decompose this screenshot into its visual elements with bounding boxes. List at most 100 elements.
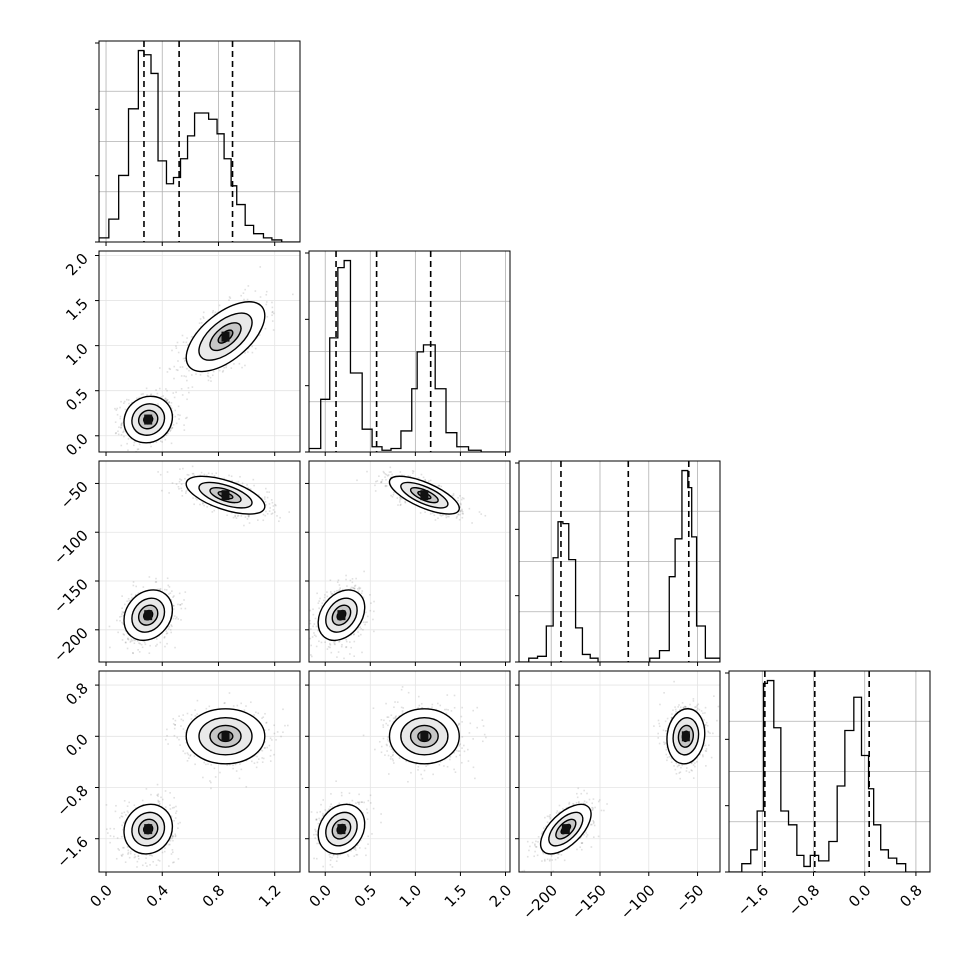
- sample-point: [135, 807, 137, 809]
- sample-point: [353, 585, 356, 587]
- sample-point: [120, 423, 123, 426]
- sample-point: [339, 587, 341, 589]
- sample-point: [463, 497, 465, 500]
- sample-point: [375, 480, 377, 483]
- sample-point: [338, 589, 341, 591]
- sample-point: [306, 636, 308, 638]
- sample-point: [119, 619, 121, 622]
- sample-point: [459, 506, 461, 508]
- sample-point: [264, 327, 267, 330]
- sample-point: [169, 429, 172, 431]
- sample-point: [124, 603, 126, 606]
- sample-point: [345, 578, 347, 581]
- sample-point: [312, 613, 315, 616]
- sample-point: [461, 497, 464, 499]
- sample-point: [272, 329, 275, 331]
- sample-point: [114, 810, 117, 813]
- sample-point: [422, 476, 425, 479]
- sample-point: [119, 616, 121, 618]
- sample-point: [187, 387, 190, 389]
- sample-point: [400, 498, 402, 500]
- sample-point: [160, 796, 162, 799]
- sample-point: [228, 299, 230, 301]
- y-tick-label: 1.0: [62, 340, 92, 370]
- sample-point: [226, 514, 228, 517]
- sample-point: [456, 515, 458, 518]
- scatter-panel-p0-p2: −200−150−100−50: [50, 460, 301, 666]
- sample-point: [137, 592, 140, 595]
- sample-point: [169, 808, 172, 810]
- sample-point: [182, 357, 185, 360]
- sample-point: [218, 369, 221, 372]
- scatter-panel-p1-p2: [305, 460, 511, 666]
- sample-point: [457, 513, 460, 516]
- sample-point: [257, 519, 259, 521]
- sample-point: [241, 366, 243, 369]
- panel-frame: [308, 250, 511, 453]
- sample-point: [349, 653, 351, 655]
- sample-point: [199, 318, 202, 320]
- sample-point: [138, 651, 141, 653]
- sample-point: [123, 428, 126, 431]
- sample-point: [133, 804, 136, 807]
- sample-point: [437, 484, 440, 487]
- histogram-step: [309, 259, 510, 452]
- sample-point: [173, 806, 175, 809]
- sample-point: [424, 478, 426, 481]
- sample-point: [167, 584, 170, 587]
- sample-point: [212, 370, 215, 373]
- sample-point: [355, 577, 357, 580]
- sample-point: [438, 484, 441, 487]
- sample-point: [203, 504, 205, 507]
- sample-point: [171, 427, 174, 429]
- sample-point: [235, 481, 238, 484]
- sample-point: [358, 588, 361, 590]
- sample-point: [158, 800, 161, 803]
- sample-point: [460, 498, 463, 501]
- sample-point: [175, 812, 177, 814]
- sample-point: [273, 312, 275, 315]
- sample-point: [351, 581, 354, 584]
- sample-point: [452, 493, 455, 495]
- sample-point: [177, 858, 180, 860]
- sample-point: [271, 301, 273, 304]
- sample-point: [459, 502, 462, 505]
- sample-point: [174, 833, 176, 836]
- sample-point: [146, 394, 148, 396]
- sample-point: [228, 474, 230, 477]
- sample-point: [311, 655, 313, 658]
- sample-point: [140, 643, 143, 646]
- sample-point: [266, 513, 269, 515]
- sample-point: [436, 485, 439, 488]
- histogram-panel-p1: [305, 250, 511, 456]
- sample-point: [331, 592, 334, 595]
- sample-point: [109, 841, 111, 844]
- sample-point: [177, 413, 179, 416]
- sample-point: [123, 400, 126, 403]
- sample-point: [345, 640, 348, 643]
- sample-point: [230, 367, 233, 369]
- sample-point: [168, 625, 171, 628]
- sample-point: [159, 473, 162, 476]
- sample-point: [399, 471, 402, 473]
- sample-point: [168, 401, 171, 403]
- sample-point: [181, 366, 184, 368]
- sample-point: [107, 832, 109, 834]
- sample-point: [173, 861, 175, 864]
- sample-point: [127, 638, 130, 641]
- sample-point: [187, 474, 190, 476]
- sample-point: [157, 793, 160, 796]
- sample-point: [314, 617, 317, 620]
- sample-point: [127, 597, 130, 600]
- sample-point: [122, 430, 125, 433]
- sample-point: [312, 608, 314, 611]
- sample-point: [313, 623, 316, 625]
- sample-point: [174, 817, 177, 819]
- sample-point: [237, 480, 240, 483]
- sample-point: [130, 437, 132, 440]
- sample-point: [340, 645, 343, 648]
- sample-point: [381, 479, 384, 481]
- sample-point: [132, 652, 134, 654]
- sample-point: [247, 513, 250, 516]
- sample-point: [345, 646, 347, 649]
